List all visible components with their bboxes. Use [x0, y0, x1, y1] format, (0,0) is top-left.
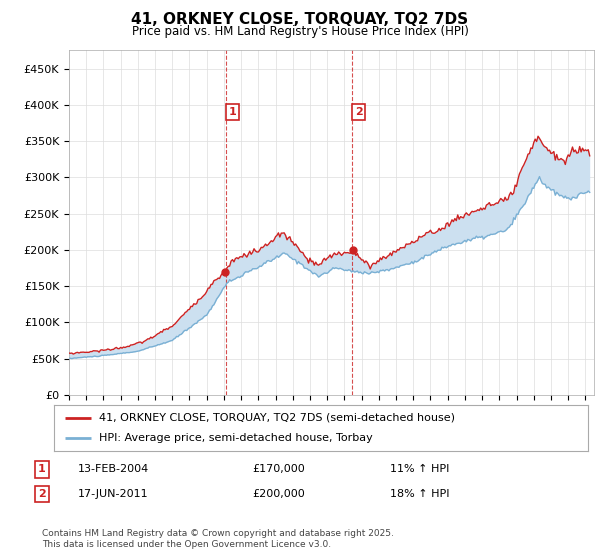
Text: 41, ORKNEY CLOSE, TORQUAY, TQ2 7DS (semi-detached house): 41, ORKNEY CLOSE, TORQUAY, TQ2 7DS (semi… — [100, 413, 455, 423]
Text: 18% ↑ HPI: 18% ↑ HPI — [390, 489, 449, 499]
Text: 2: 2 — [38, 489, 46, 499]
Text: 2: 2 — [355, 107, 362, 117]
Text: 1: 1 — [229, 107, 236, 117]
Text: HPI: Average price, semi-detached house, Torbay: HPI: Average price, semi-detached house,… — [100, 433, 373, 444]
Text: £170,000: £170,000 — [252, 464, 305, 474]
Text: 11% ↑ HPI: 11% ↑ HPI — [390, 464, 449, 474]
Text: Contains HM Land Registry data © Crown copyright and database right 2025.
This d: Contains HM Land Registry data © Crown c… — [42, 529, 394, 549]
Text: 41, ORKNEY CLOSE, TORQUAY, TQ2 7DS: 41, ORKNEY CLOSE, TORQUAY, TQ2 7DS — [131, 12, 469, 27]
Text: Price paid vs. HM Land Registry's House Price Index (HPI): Price paid vs. HM Land Registry's House … — [131, 25, 469, 38]
Text: £200,000: £200,000 — [252, 489, 305, 499]
Text: 1: 1 — [38, 464, 46, 474]
Text: 17-JUN-2011: 17-JUN-2011 — [78, 489, 149, 499]
Text: 13-FEB-2004: 13-FEB-2004 — [78, 464, 149, 474]
